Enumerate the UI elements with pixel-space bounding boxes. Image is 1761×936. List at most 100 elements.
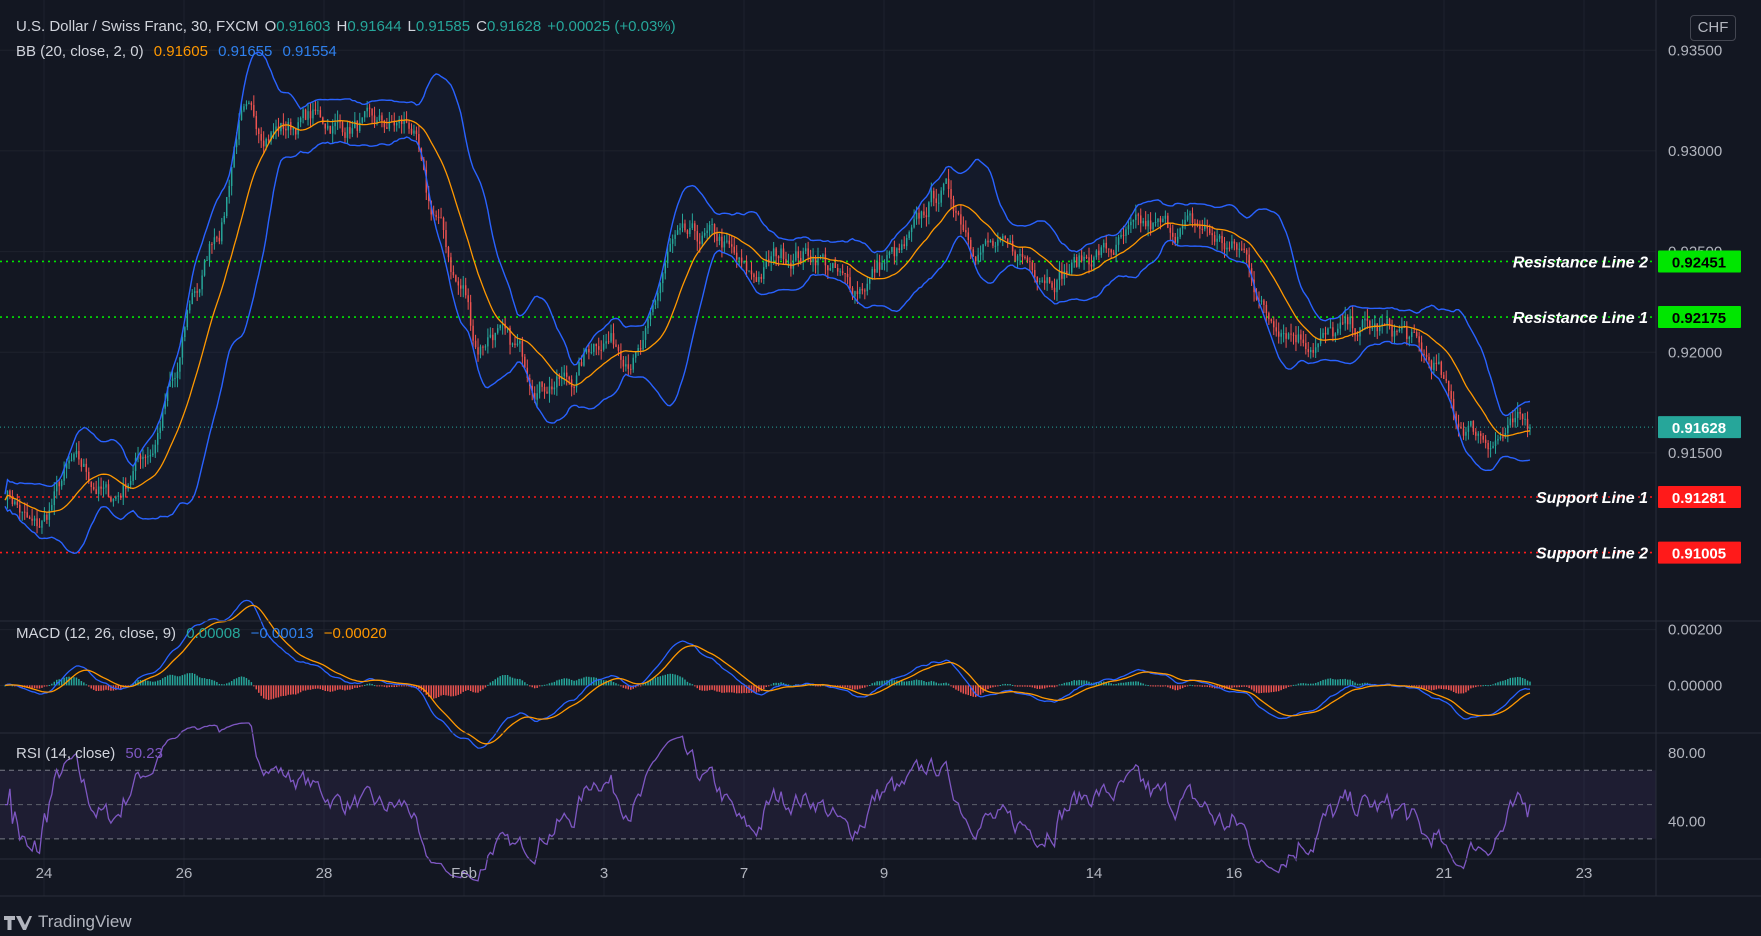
macd-histogram-bar xyxy=(494,679,497,686)
candle-body xyxy=(617,346,620,351)
candle-body xyxy=(1361,320,1364,328)
macd-histogram-bar xyxy=(368,683,371,686)
macd-histogram-bar xyxy=(529,685,531,687)
candle-body xyxy=(711,224,713,226)
candle-body xyxy=(1169,227,1172,233)
macd-histogram-bar xyxy=(376,685,378,687)
rsi-tick-label: 40.00 xyxy=(1668,814,1706,831)
macd-histogram-bar xyxy=(1356,683,1359,686)
candle-body xyxy=(760,276,763,279)
macd-histogram-bar xyxy=(999,685,1002,687)
macd-histogram-bar xyxy=(551,682,553,686)
candle-body xyxy=(1329,327,1332,329)
macd-histogram-bar xyxy=(43,685,46,687)
macd-histogram-bar xyxy=(901,681,903,686)
candle-body xyxy=(622,359,625,367)
candle-body xyxy=(1406,326,1408,339)
macd-histogram-bar xyxy=(1423,685,1425,689)
macd-histogram-bar xyxy=(920,680,923,686)
candle-body xyxy=(679,227,681,231)
candle-body xyxy=(1199,225,1201,229)
macd-histogram-bar xyxy=(1502,680,1504,686)
macd-pane[interactable] xyxy=(4,599,1531,749)
macd-histogram-bar xyxy=(1499,681,1502,686)
candle-body xyxy=(275,126,277,132)
macd-histogram-bar xyxy=(780,682,782,686)
macd-histogram-bar xyxy=(864,685,866,688)
macd-histogram-bar xyxy=(174,675,176,686)
candle-body xyxy=(92,487,95,490)
candle-body xyxy=(1484,439,1487,443)
candle-body xyxy=(383,120,386,128)
candle-body xyxy=(356,120,359,131)
macd-histogram-bar xyxy=(644,682,647,686)
candle-body xyxy=(1292,334,1295,336)
candle-body xyxy=(1194,222,1196,224)
macd-histogram-bar xyxy=(134,681,137,686)
macd-histogram-bar xyxy=(556,680,558,686)
macd-histogram-bar xyxy=(334,685,336,691)
candle-body xyxy=(1115,244,1117,255)
macd-histogram-bar xyxy=(676,675,679,686)
candle-body xyxy=(521,341,524,357)
x-tick-label: 23 xyxy=(1576,865,1593,882)
candle-body xyxy=(642,339,644,350)
candle-body xyxy=(797,251,800,258)
tradingview-brand[interactable]: TradingView xyxy=(4,912,132,932)
macd-histogram-bar xyxy=(1438,685,1440,689)
macd-histogram-bar xyxy=(541,685,543,687)
candle-body xyxy=(1381,323,1383,326)
macd-histogram-bar xyxy=(349,685,351,690)
bb-lower-value: 0.91554 xyxy=(282,43,337,60)
macd-histogram-bar xyxy=(782,682,785,686)
candle-body xyxy=(147,456,149,458)
macd-histogram-bar xyxy=(979,685,982,695)
candle-body xyxy=(1526,418,1529,430)
candle-body xyxy=(772,248,775,257)
rsi-pane[interactable] xyxy=(0,722,1656,882)
candle-body xyxy=(285,128,287,131)
level-price-tag xyxy=(1658,486,1741,509)
candle-body xyxy=(637,348,639,353)
candle-body xyxy=(733,246,735,253)
macd-histogram-bar xyxy=(1221,685,1223,689)
candle-body xyxy=(1492,446,1494,449)
candle-body xyxy=(1048,277,1051,283)
macd-histogram-bar xyxy=(181,675,184,686)
candle-body xyxy=(662,273,664,284)
candle-body xyxy=(272,131,275,133)
candle-body xyxy=(1507,425,1509,434)
macd-histogram-bar xyxy=(947,683,950,686)
candle-body xyxy=(1425,354,1428,357)
bb-legend: BB (20, close, 2, 0) 0.91605 0.91655 0.9… xyxy=(16,43,343,60)
candle-body xyxy=(477,347,479,355)
macd-histogram-bar xyxy=(1026,685,1029,687)
macd-tick-label: 0.00200 xyxy=(1668,622,1722,639)
price-pane[interactable]: Resistance Line 2 Resistance Line 1 Suppor… xyxy=(0,51,1656,563)
candle-body xyxy=(1265,304,1268,314)
candle-body xyxy=(297,122,299,135)
candle-body xyxy=(984,240,987,245)
candle-body xyxy=(267,139,270,141)
candle-body xyxy=(428,192,430,202)
candle-body xyxy=(287,122,290,131)
candle-body xyxy=(829,268,832,271)
currency-button[interactable]: CHF xyxy=(1690,15,1736,41)
candle-body xyxy=(467,295,469,303)
macd-histogram-bar xyxy=(984,685,987,691)
macd-histogram-bar xyxy=(531,685,533,688)
candle-body xyxy=(970,239,972,250)
macd-histogram-bar xyxy=(184,674,186,686)
candle-body xyxy=(1031,262,1034,271)
macd-histogram-bar xyxy=(467,685,469,691)
candle-body xyxy=(41,521,43,528)
candle-body xyxy=(866,283,869,292)
macd-histogram-bar xyxy=(607,680,610,686)
candle-body xyxy=(708,224,711,231)
macd-histogram-bar xyxy=(585,676,588,686)
macd-histogram-bar xyxy=(1029,685,1031,687)
candle-body xyxy=(1103,242,1105,248)
candle-body xyxy=(1420,342,1423,354)
candle-body xyxy=(844,273,846,275)
